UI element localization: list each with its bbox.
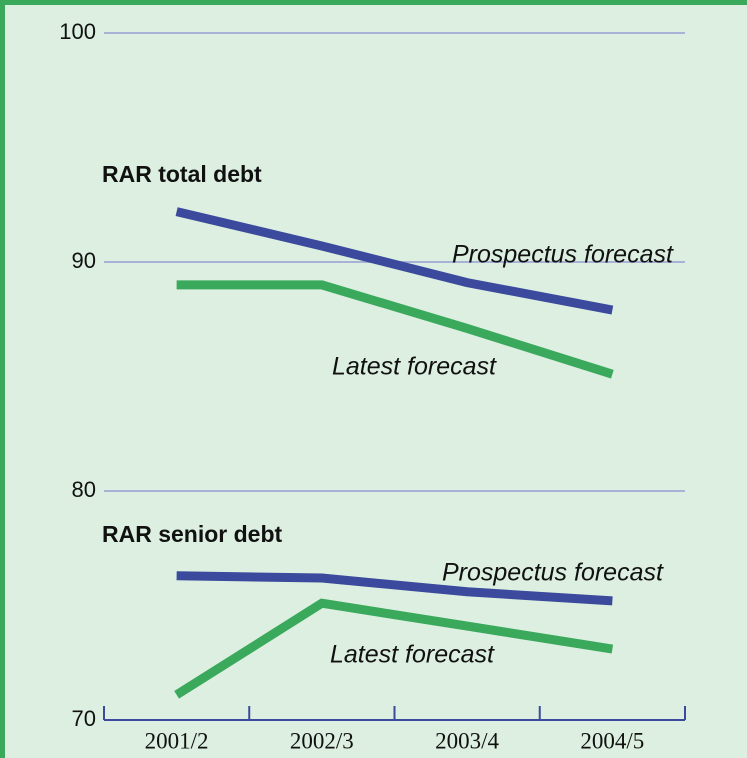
series-line (176, 571, 613, 606)
x-tick-label: 2002/3 (290, 728, 354, 753)
annotation: RAR senior debt (102, 521, 283, 547)
series-label: Latest forecast (330, 641, 495, 669)
x-tick-label: 2003/4 (435, 728, 499, 753)
x-tick-label: 2001/2 (145, 728, 209, 753)
left-border (0, 0, 5, 758)
y-tick-label: 80 (72, 477, 96, 502)
series-line (176, 280, 614, 379)
y-tick-label: 70 (72, 706, 96, 731)
series-line (175, 207, 614, 315)
y-tick-label: 100 (59, 19, 96, 44)
x-tick-label: 2004/5 (580, 728, 644, 753)
y-tick-label: 90 (72, 248, 96, 273)
series-label: Prospectus forecast (442, 559, 664, 587)
annotation: RAR total debt (102, 161, 262, 187)
series-line (174, 598, 614, 699)
top-border (0, 0, 747, 5)
series-label: Latest forecast (332, 353, 497, 381)
series-label: Prospectus forecast (452, 241, 674, 269)
